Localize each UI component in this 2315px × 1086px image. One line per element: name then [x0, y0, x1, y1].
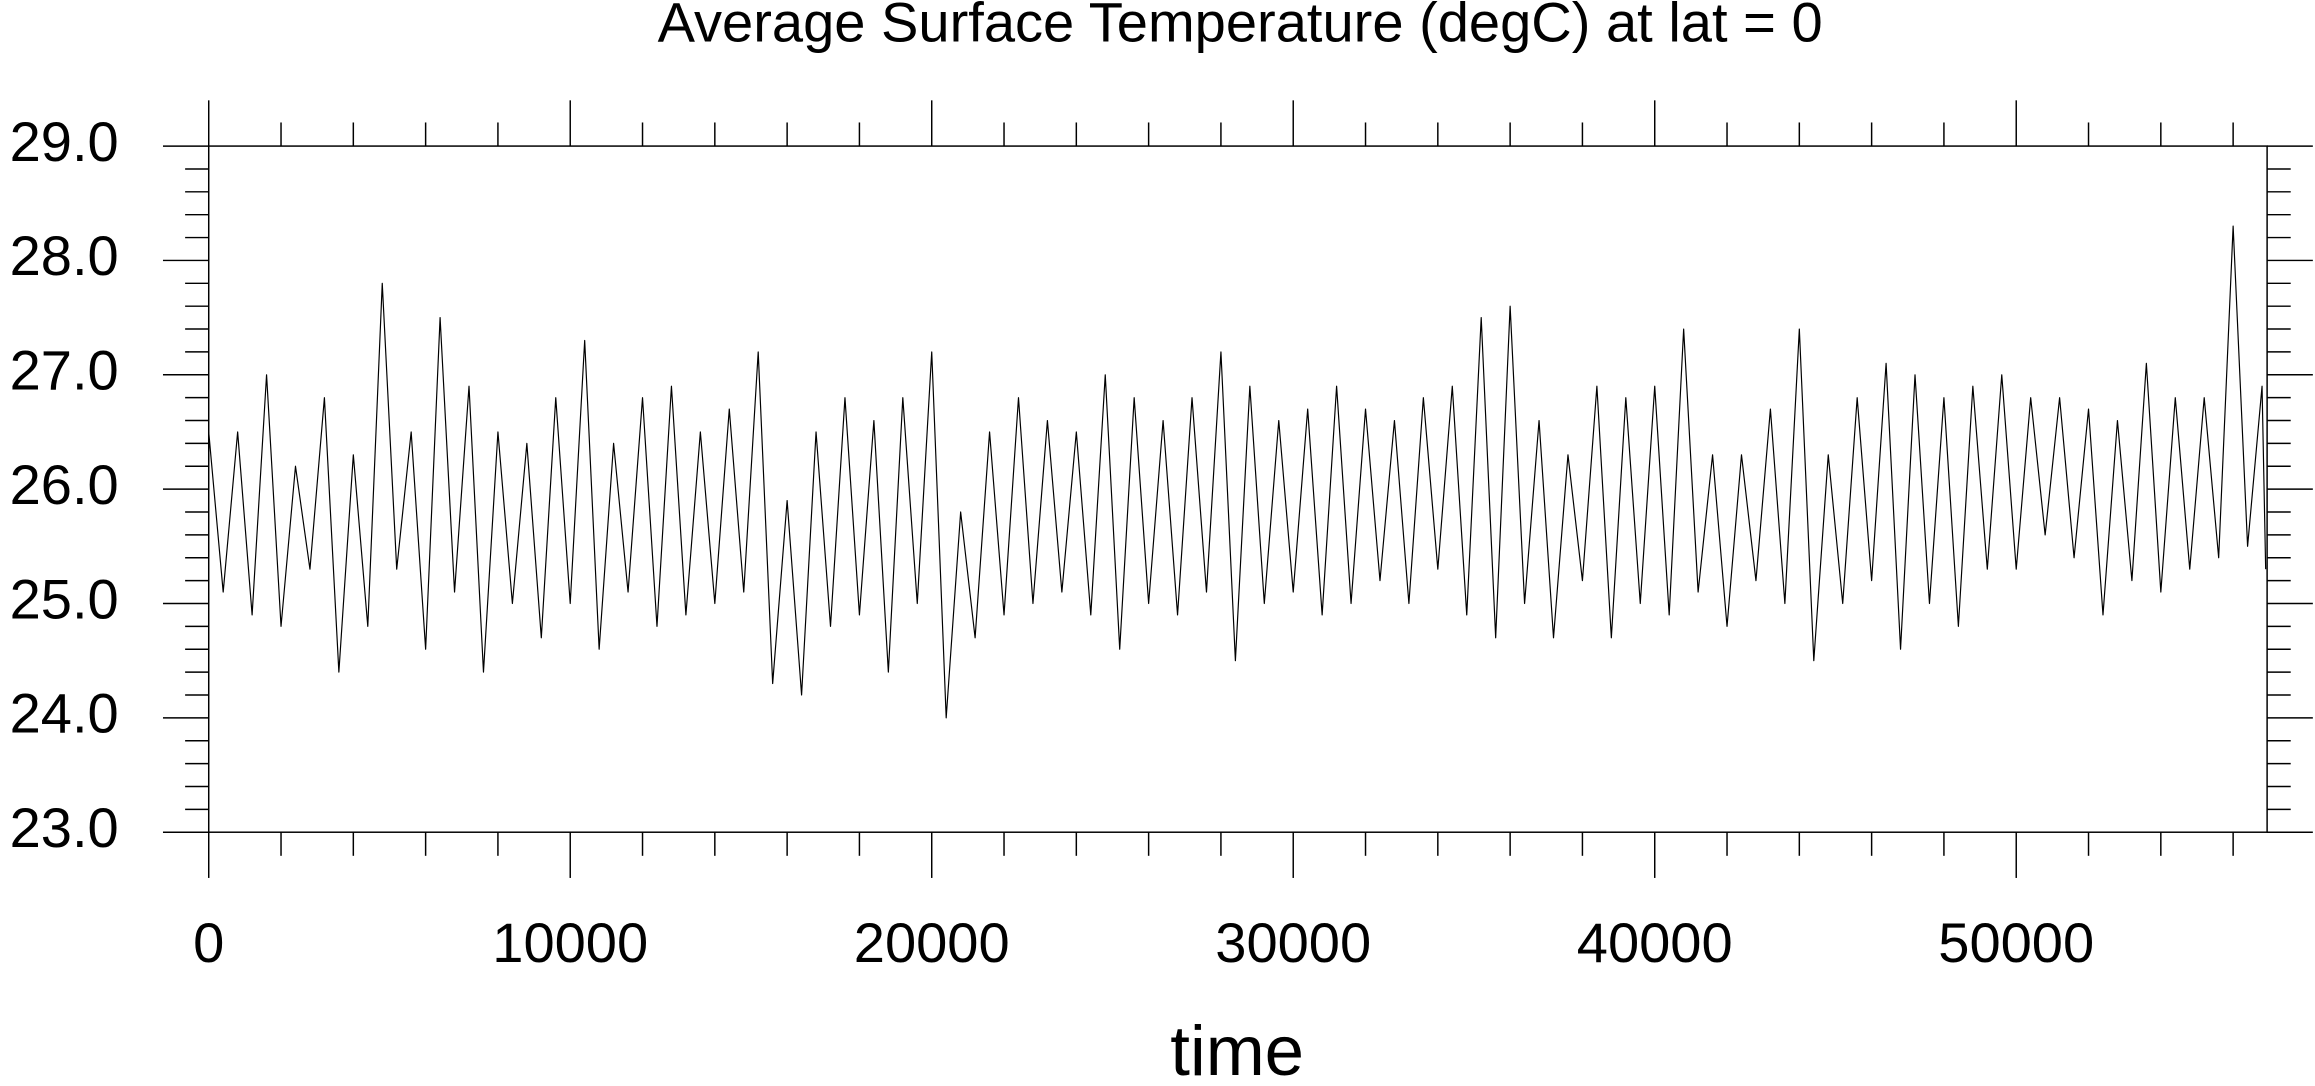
x-tick-label: 30000 [1215, 911, 1371, 974]
y-tick-label: 28.0 [10, 224, 119, 287]
chart-title: Average Surface Temperature (degC) at la… [658, 0, 1823, 53]
x-tick-label: 50000 [1938, 911, 2094, 974]
y-tick-label: 24.0 [10, 682, 119, 745]
y-tick-label: 25.0 [10, 567, 119, 630]
x-tick-label: 20000 [854, 911, 1010, 974]
x-axis-label: time [1170, 1012, 1304, 1086]
y-tick-label: 29.0 [10, 110, 119, 173]
x-tick-label: 10000 [492, 911, 648, 974]
data-line [208, 225, 2267, 719]
x-tick-label: 40000 [1577, 911, 1733, 974]
y-tick-label: 27.0 [10, 339, 119, 402]
plot-frame [207, 145, 2268, 833]
y-tick-label: 23.0 [10, 796, 119, 859]
y-tick-label: 26.0 [10, 453, 119, 516]
x-tick-label: 0 [193, 911, 224, 974]
